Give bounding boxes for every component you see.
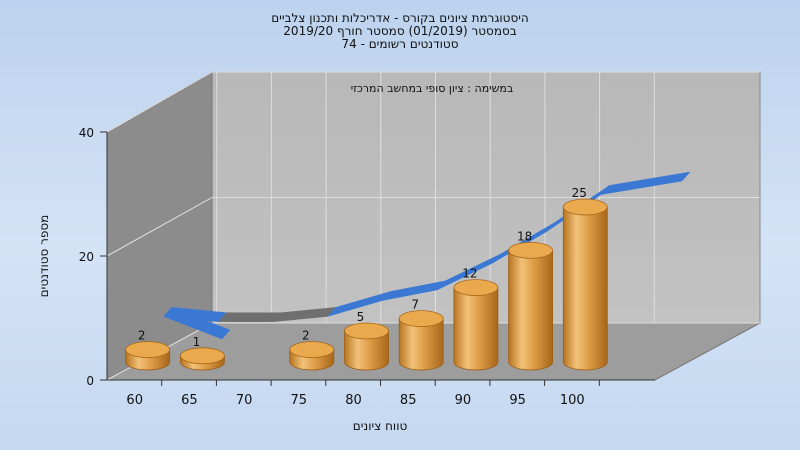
bar-top bbox=[508, 241, 553, 259]
chart-title-line-3: 74 - סטודנטים רשומים bbox=[341, 37, 458, 51]
y-tick-label: 40 bbox=[79, 126, 94, 140]
grid-line-side bbox=[106, 71, 213, 133]
bar-value-label: 2 bbox=[138, 329, 146, 343]
x-tick-label: 65 bbox=[181, 393, 198, 408]
chart-title-line-2: בסמסטר (01/2019) סמסטר חורף 2019/20 bbox=[283, 24, 516, 38]
y-tick-label: 20 bbox=[79, 250, 94, 264]
grid-line-side bbox=[106, 197, 213, 257]
x-axis-label: טווח ציונים bbox=[353, 419, 408, 433]
x-tick-label: 85 bbox=[400, 393, 417, 408]
bar-top bbox=[179, 347, 225, 365]
x-tick-label: 100 bbox=[560, 393, 585, 408]
trend-segment bbox=[217, 312, 282, 322]
bar-body bbox=[453, 287, 499, 371]
bar-top bbox=[562, 198, 608, 216]
y-tick-label: 0 bbox=[86, 374, 94, 388]
bar-value-label: 18 bbox=[517, 229, 532, 243]
bar: 12 bbox=[453, 267, 499, 371]
bar: 2 bbox=[125, 329, 171, 371]
bar: 7 bbox=[398, 298, 444, 371]
x-tick-label: 80 bbox=[345, 393, 362, 408]
x-tick-label: 75 bbox=[291, 393, 308, 408]
x-tick-label: 90 bbox=[455, 393, 472, 408]
x-axis: 60 65 70 75 80 85 90 95 100 bbox=[107, 379, 655, 408]
bar-body bbox=[508, 250, 553, 371]
bar-top bbox=[125, 341, 171, 359]
bar-top bbox=[398, 310, 444, 328]
y-axis-label: מספר סטודנטים bbox=[37, 215, 51, 298]
bar: 1 bbox=[179, 335, 225, 371]
bar-top bbox=[453, 279, 499, 297]
x-tick-label: 70 bbox=[236, 393, 253, 408]
bar: 5 bbox=[344, 310, 389, 371]
bar-top bbox=[344, 322, 389, 340]
bar-body bbox=[398, 318, 444, 371]
bar-value-label: 7 bbox=[411, 298, 419, 312]
x-tick-label: 60 bbox=[126, 393, 143, 408]
bar: 25 bbox=[562, 186, 608, 371]
bar-value-label: 25 bbox=[572, 186, 587, 200]
bar-value-label: 1 bbox=[193, 335, 201, 349]
bar-top bbox=[289, 341, 335, 359]
bar-value-label: 5 bbox=[357, 310, 365, 324]
bar: 18 bbox=[508, 229, 553, 371]
trend-segment bbox=[600, 171, 691, 195]
chart-title-line-1: היסטוגרמת ציונים בקורס - אדריכלות ותכנון… bbox=[271, 11, 529, 25]
bar-value-label: 2 bbox=[302, 329, 310, 343]
bar-value-label: 12 bbox=[462, 267, 477, 281]
y-axis: 0 20 40 bbox=[79, 126, 108, 388]
chart-subtitle: במשימה : ציון סופי במחשב המרכזי bbox=[351, 82, 514, 95]
bar-body bbox=[344, 330, 389, 371]
x-tick-label: 95 bbox=[509, 393, 526, 408]
bar: 2 bbox=[289, 329, 335, 371]
bar-body bbox=[562, 206, 608, 371]
